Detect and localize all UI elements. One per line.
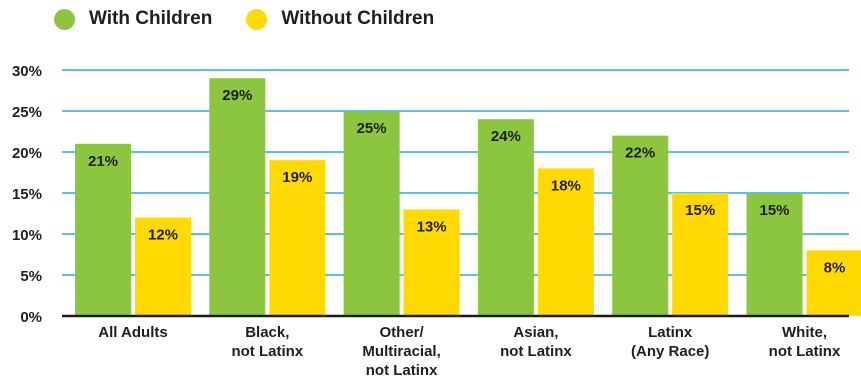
x-category-label: Multiracial, <box>362 343 440 360</box>
legend-label-without-children: Without Children <box>281 8 435 29</box>
bar-value-label: 19% <box>282 169 312 186</box>
y-tick-label: 5% <box>20 268 42 285</box>
y-tick-label: 20% <box>12 145 42 162</box>
bar-value-label: 22% <box>625 145 655 162</box>
legend-item-without-children: Without Children <box>246 8 434 30</box>
bar-without-children <box>537 168 594 316</box>
bar-with-children <box>75 143 131 316</box>
legend-swatch-with-children <box>54 8 75 30</box>
chart-legend: With Children Without Children <box>54 8 468 30</box>
bar-value-label: 25% <box>357 120 387 137</box>
bar-value-label: 12% <box>148 227 178 244</box>
bar-value-label: 8% <box>824 259 846 276</box>
bar-without-children <box>672 193 729 316</box>
x-category-label: not Latinx <box>500 343 572 360</box>
x-category-label: Latinx <box>648 324 693 341</box>
bar-without-children <box>403 209 460 316</box>
bar-without-children <box>806 250 861 316</box>
x-category-label: Other/ <box>380 324 425 341</box>
x-category-label: not Latinx <box>231 343 303 360</box>
bar-without-children <box>269 160 326 316</box>
x-category-label: White, <box>782 324 827 341</box>
x-category-label: All Adults <box>98 324 167 341</box>
bar-with-children <box>477 119 534 316</box>
bar-with-children <box>343 111 400 316</box>
legend-swatch-without-children <box>246 8 268 30</box>
bar-value-label: 24% <box>491 128 521 145</box>
y-tick-label: 10% <box>12 227 42 244</box>
x-category-label: (Any Race) <box>631 343 709 360</box>
x-category-label: not Latinx <box>366 362 438 379</box>
y-tick-label: 25% <box>12 104 42 121</box>
bar-value-label: 29% <box>222 87 252 104</box>
bar-with-children <box>612 135 669 316</box>
y-tick-label: 15% <box>12 186 42 203</box>
bar-value-label: 15% <box>685 202 715 219</box>
x-category-label: Black, <box>245 324 289 341</box>
bar-with-children <box>209 78 266 316</box>
bar-value-label: 15% <box>759 202 789 219</box>
bar-value-label: 21% <box>88 153 118 170</box>
legend-item-with-children: With Children <box>54 8 212 30</box>
bar-value-label: 13% <box>417 218 447 235</box>
y-tick-label: 30% <box>12 63 42 80</box>
x-category-label: Asian, <box>513 324 558 341</box>
y-tick-label: 0% <box>20 309 42 326</box>
bar-with-children <box>746 193 803 316</box>
bar-value-label: 18% <box>551 177 581 194</box>
x-category-label: not Latinx <box>769 343 841 360</box>
bar-without-children <box>135 217 191 316</box>
legend-label-with-children: With Children <box>89 8 213 29</box>
